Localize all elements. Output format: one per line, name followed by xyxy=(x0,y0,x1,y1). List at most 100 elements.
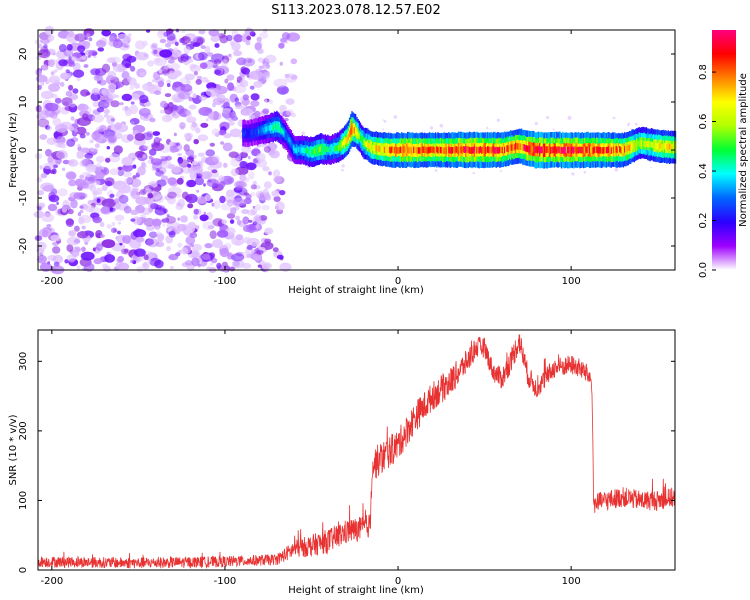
noise-blob xyxy=(114,81,124,88)
ridge-cell xyxy=(619,146,621,153)
ridge-cell xyxy=(439,146,442,154)
noise-blob xyxy=(134,133,146,141)
noise-blob xyxy=(96,187,103,195)
noise-blob xyxy=(158,69,163,74)
noise-blob xyxy=(166,246,171,252)
ridge-cell xyxy=(637,140,639,147)
noise-blob xyxy=(250,184,257,190)
ridge-cell xyxy=(519,143,522,150)
noise-blob xyxy=(144,101,152,107)
noise-blob xyxy=(245,193,252,200)
ridge-cell xyxy=(437,147,439,154)
ridge-cell xyxy=(323,146,325,152)
noise-blob xyxy=(108,153,121,163)
noise-blob xyxy=(103,265,111,272)
ridge-cell xyxy=(242,131,244,137)
noise-blob xyxy=(79,209,84,214)
ridge-cell xyxy=(361,136,363,142)
noise-blob xyxy=(273,176,282,183)
noise-blob xyxy=(187,203,194,209)
ridge-cell xyxy=(442,146,444,154)
noise-blob xyxy=(109,168,119,176)
noise-blob xyxy=(52,164,59,169)
noise-blob xyxy=(256,152,266,162)
ridge-cell xyxy=(611,146,614,153)
noise-blob xyxy=(71,250,80,257)
noise-blob xyxy=(137,256,144,262)
x-tick-label: -200 xyxy=(40,276,63,287)
noise-blob xyxy=(200,45,206,49)
noise-blob xyxy=(66,244,74,252)
ridge-cell xyxy=(433,147,436,154)
noise-blob xyxy=(218,181,226,188)
ridge-cell xyxy=(573,147,575,154)
noise-blob xyxy=(136,266,144,273)
noise-dot xyxy=(434,169,438,172)
ridge-cell xyxy=(449,147,451,154)
noise-dot xyxy=(429,126,434,130)
ridge-cell xyxy=(608,146,610,153)
noise-blob xyxy=(239,160,248,169)
ridge-cell xyxy=(264,127,266,133)
ridge-cell xyxy=(378,145,380,152)
noise-blob xyxy=(148,155,153,160)
ridge-cell xyxy=(331,146,334,152)
noise-blob xyxy=(40,173,48,179)
noise-blob xyxy=(151,166,157,172)
ridge-cell xyxy=(460,146,462,153)
noise-blob xyxy=(174,41,179,46)
noise-blob xyxy=(45,149,52,157)
ridge-cell xyxy=(373,145,375,152)
noise-blob xyxy=(169,141,175,147)
ridge-cell xyxy=(473,146,476,153)
noise-dot xyxy=(634,122,638,126)
noise-blob xyxy=(45,125,51,130)
ridge-cell xyxy=(505,146,507,153)
noise-blob xyxy=(164,64,169,70)
noise-blob xyxy=(191,257,200,267)
noise-dot xyxy=(341,164,345,168)
noise-blob xyxy=(57,188,68,197)
ridge-cell xyxy=(575,147,577,154)
noise-blob xyxy=(190,154,195,159)
snr-x-ticks: -200 -100 0 100 xyxy=(40,330,581,587)
noise-blob xyxy=(212,97,224,106)
noise-blob xyxy=(161,160,172,169)
ridge-cell xyxy=(397,147,399,154)
ridge-cell xyxy=(673,143,675,150)
noise-blob xyxy=(182,155,187,160)
ridge-cell xyxy=(434,147,437,154)
ridge-cell xyxy=(627,144,629,151)
snr-x-axis-title: Height of straight line (km) xyxy=(288,585,424,596)
noise-blob xyxy=(79,174,84,179)
ridge-cell xyxy=(399,146,402,153)
noise-blob xyxy=(74,33,87,42)
noise-blob xyxy=(85,131,90,136)
noise-blob xyxy=(234,97,240,102)
noise-blob xyxy=(276,85,289,95)
noise-blob xyxy=(219,266,226,273)
ridge-cell xyxy=(512,143,514,150)
colorbar-ticks: 0.0 0.2 0.4 0.6 0.8 xyxy=(698,64,716,278)
noise-blob xyxy=(123,248,129,253)
ridge-cell xyxy=(330,146,333,152)
noise-blob xyxy=(68,258,75,263)
ridge-cell xyxy=(328,147,330,153)
ridge-cell xyxy=(597,147,599,154)
noise-blob xyxy=(107,125,112,130)
noise-blob xyxy=(250,192,255,197)
ridge-cell xyxy=(553,146,556,154)
noise-blob xyxy=(68,126,75,131)
noise-blob xyxy=(212,239,223,248)
ridge-cell xyxy=(354,127,357,134)
ridge-cell xyxy=(448,146,450,153)
noise-blob xyxy=(263,181,272,189)
noise-blob xyxy=(211,128,220,136)
noise-blob xyxy=(272,247,279,253)
noise-blob xyxy=(209,142,215,147)
ridge-cell xyxy=(476,146,478,154)
noise-blob xyxy=(224,78,229,84)
noise-blob xyxy=(163,105,174,115)
noise-blob xyxy=(79,159,92,168)
